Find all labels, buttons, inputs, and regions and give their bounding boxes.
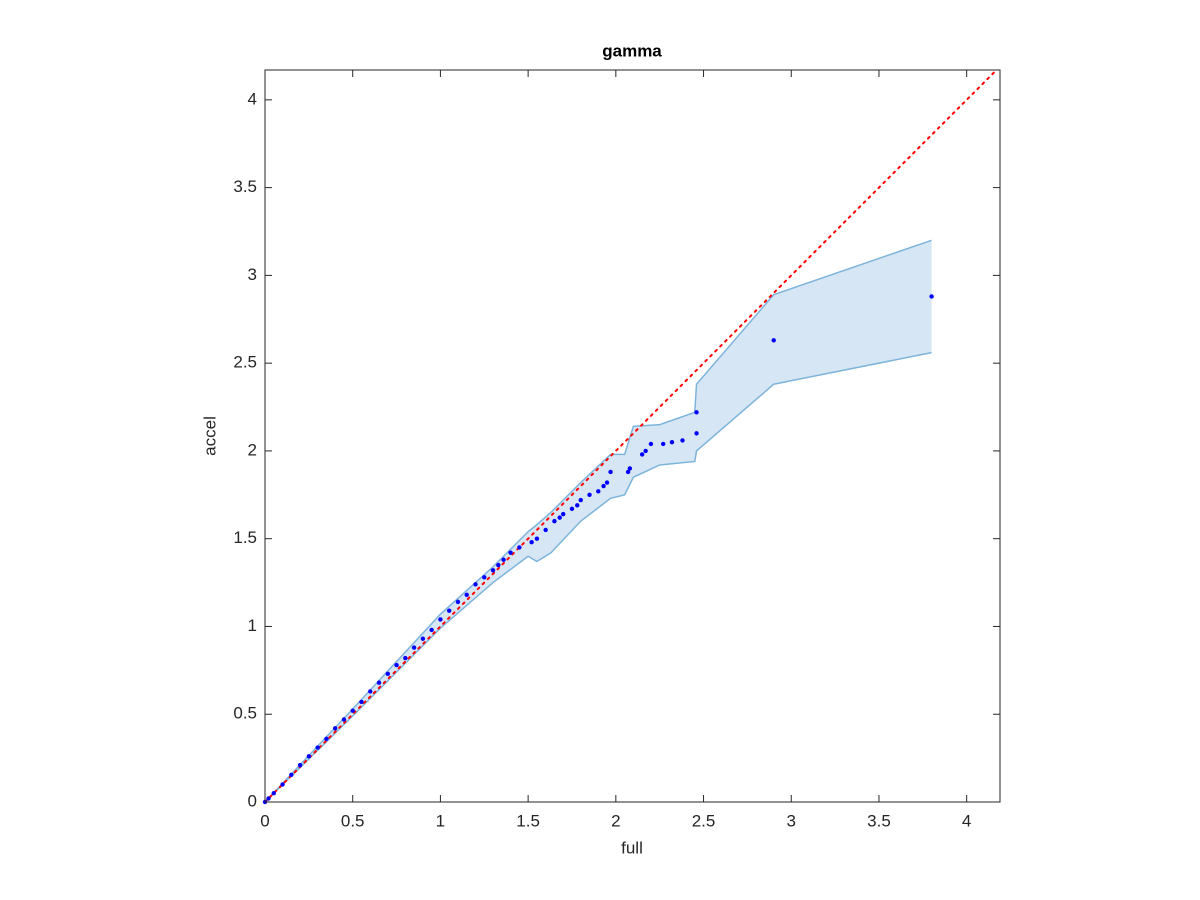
data-point (501, 557, 506, 562)
data-point (376, 680, 382, 685)
reference-line (264, 69, 998, 803)
x-axis-label: full (621, 838, 643, 857)
y-tick-label: 0 (248, 791, 257, 810)
data-point (660, 441, 666, 447)
data-point (385, 671, 390, 677)
data-point (639, 452, 645, 457)
data-point (446, 608, 452, 613)
data-point (596, 489, 601, 494)
data-point (534, 536, 540, 541)
data-point (561, 511, 566, 517)
data-point (289, 772, 294, 777)
data-point (490, 568, 496, 573)
data-point (694, 431, 699, 436)
data-point (625, 469, 631, 475)
data-point (929, 294, 934, 299)
data-point (266, 796, 271, 801)
data-point (694, 410, 699, 415)
y-tick-label: 0.5 (233, 704, 257, 723)
x-tick-label: 2.5 (692, 811, 716, 830)
data-point (455, 599, 461, 605)
data-point (341, 717, 347, 722)
x-tick-label: 3 (787, 811, 796, 830)
data-point (411, 645, 417, 650)
y-tick-label: 3.5 (233, 177, 257, 196)
data-point (508, 550, 513, 555)
data-point (368, 689, 373, 694)
data-point (420, 636, 426, 641)
data-point (648, 441, 654, 447)
data-point (578, 497, 583, 503)
data-point (473, 582, 478, 587)
data-point (394, 662, 399, 668)
band-upper-edge (264, 239, 932, 803)
y-tick-label: 2.5 (233, 353, 257, 372)
data-point (680, 438, 685, 443)
axes-box (264, 69, 1001, 803)
data-point (464, 592, 469, 598)
chart-title: gamma (602, 41, 662, 60)
data-point (280, 782, 285, 787)
data-point (587, 492, 592, 498)
data-point (604, 480, 610, 485)
data-point (575, 503, 580, 508)
y-tick-label: 3 (248, 265, 257, 284)
y-tick-label: 1 (248, 616, 257, 635)
x-tick-label: 1 (436, 811, 445, 830)
x-tick-label: 3.5 (867, 811, 891, 830)
confidence-band (265, 240, 932, 802)
y-tick-label: 2 (248, 440, 257, 459)
data-point (496, 562, 501, 568)
data-point (315, 745, 320, 750)
x-tick-label: 0 (260, 811, 269, 830)
data-point (482, 575, 487, 580)
x-tick-label: 2 (611, 811, 620, 830)
band-lower-edge (264, 351, 932, 803)
data-point (608, 469, 613, 475)
data-point (403, 655, 408, 661)
data-point (297, 762, 303, 768)
data-point (601, 483, 606, 489)
data-point (324, 736, 329, 742)
data-point (271, 791, 276, 796)
y-axis-label: accel (200, 416, 219, 456)
data-point (543, 527, 548, 533)
x-tick-label: 0.5 (341, 811, 365, 830)
data-point (350, 708, 355, 713)
y-tick-label: 1.5 (233, 528, 257, 547)
data-point (332, 726, 338, 731)
data-point (438, 617, 443, 622)
data-point (552, 518, 557, 524)
data-point (557, 515, 562, 520)
y-tick-label: 4 (248, 89, 257, 108)
data-point (306, 754, 312, 759)
data-point (643, 448, 648, 454)
data-point (771, 338, 776, 343)
x-tick-label: 1.5 (516, 811, 540, 830)
data-point (429, 627, 434, 633)
data-point (627, 466, 633, 471)
data-point (569, 506, 575, 512)
data-point (359, 699, 364, 705)
x-tick-label: 4 (962, 811, 971, 830)
data-point (669, 439, 675, 445)
data-point (517, 545, 522, 550)
data-point (529, 540, 534, 545)
